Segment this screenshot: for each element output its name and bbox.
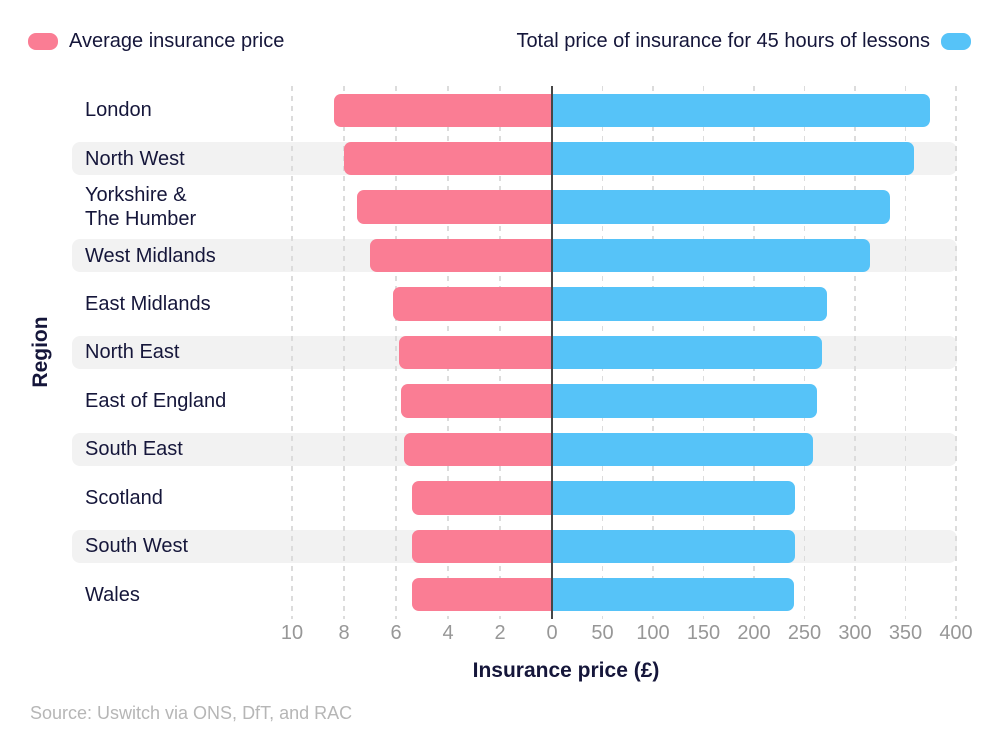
x-tick-label: 400 — [939, 622, 973, 644]
x-tick-label: 150 — [686, 622, 721, 644]
region-label: Yorkshire & The Humber — [85, 184, 197, 231]
bar-average-insurance-price — [398, 335, 552, 370]
bar-average-insurance-price — [333, 93, 552, 127]
bar-average-insurance-price — [393, 287, 552, 321]
bar-total-price-45-hours — [552, 529, 796, 564]
region-row: West Midlands — [72, 231, 957, 279]
legend-swatch-average-pink — [28, 33, 58, 50]
x-tick-label: 8 — [338, 622, 350, 644]
legend-swatch-total-blue — [941, 33, 971, 50]
gridline — [343, 86, 345, 619]
x-axis-title: Insurance price (£) — [472, 659, 660, 682]
bar-average-insurance-price — [401, 384, 552, 418]
gridline — [291, 86, 293, 619]
region-row: Scotland — [72, 474, 957, 522]
region-row: North West — [72, 134, 957, 182]
region-label: South West — [85, 535, 189, 558]
region-row: London — [72, 86, 957, 134]
x-axis-ticks: 10 8 6 4 2 0 50 100 150 200 250 300 350 400 — [72, 622, 973, 648]
bar-total-price-45-hours — [552, 238, 871, 273]
y-axis-title: Region — [29, 316, 52, 388]
bar-average-insurance-price — [411, 529, 552, 564]
x-tick-label: 4 — [442, 622, 454, 644]
gridline — [955, 86, 957, 619]
legend-item-total: Total price of insurance for 45 hours of… — [516, 30, 971, 53]
region-label: Scotland — [85, 486, 163, 509]
x-tick-label: 10 — [280, 622, 304, 644]
legend-label-total: Total price of insurance for 45 hours of… — [516, 30, 930, 52]
bar-average-insurance-price — [403, 432, 552, 467]
bar-total-price-45-hours — [552, 481, 796, 515]
gridline — [854, 86, 856, 619]
gridline — [904, 86, 907, 619]
zero-axis-line — [551, 86, 553, 619]
region-label: West Midlands — [85, 244, 216, 267]
region-label: London — [85, 99, 152, 122]
bar-total-price-45-hours — [552, 93, 930, 127]
region-row: North East — [72, 328, 957, 376]
bar-total-price-45-hours — [552, 141, 914, 176]
region-row: Wales — [72, 571, 957, 619]
bar-total-price-45-hours — [552, 578, 795, 612]
x-tick-label: 0 — [546, 622, 558, 644]
bar-average-insurance-price — [411, 578, 552, 612]
x-tick-label: 2 — [494, 622, 506, 644]
x-tick-label: 300 — [838, 622, 872, 644]
region-row: South East — [72, 425, 957, 473]
x-tick-label: 350 — [888, 622, 923, 644]
plot-area: London North West Yorkshire & The Humber We… — [72, 86, 957, 619]
bar-average-insurance-price — [411, 481, 552, 515]
gridline — [395, 86, 397, 619]
legend-item-average: Average insurance price — [28, 30, 284, 53]
x-tick-label: 6 — [390, 622, 402, 644]
bar-total-price-45-hours — [552, 335, 822, 370]
region-label: Wales — [85, 583, 140, 606]
region-row: East of England — [72, 377, 957, 425]
x-tick-label: 250 — [787, 622, 822, 644]
x-tick-label: 50 — [591, 622, 614, 644]
bar-average-insurance-price — [344, 141, 552, 176]
bar-total-price-45-hours — [552, 432, 813, 467]
source-note: Source: Uswitch via ONS, DfT, and RAC — [30, 703, 353, 723]
region-row: East Midlands — [72, 280, 957, 328]
region-label: North West — [85, 147, 185, 170]
bar-total-price-45-hours — [552, 384, 817, 418]
bar-average-insurance-price — [370, 238, 552, 273]
bar-average-insurance-price — [357, 190, 552, 224]
region-row: South West — [72, 522, 957, 570]
region-label: South East — [85, 438, 183, 461]
x-tick-label: 200 — [737, 622, 771, 644]
bar-total-price-45-hours — [552, 287, 827, 321]
x-tick-label: 100 — [636, 622, 670, 644]
region-label: North East — [85, 341, 180, 364]
region-label: East Midlands — [85, 293, 211, 316]
region-label: East of England — [85, 389, 227, 412]
region-row: Yorkshire & The Humber — [72, 183, 957, 231]
bar-total-price-45-hours — [552, 190, 891, 224]
legend-label-average: Average insurance price — [69, 30, 285, 52]
